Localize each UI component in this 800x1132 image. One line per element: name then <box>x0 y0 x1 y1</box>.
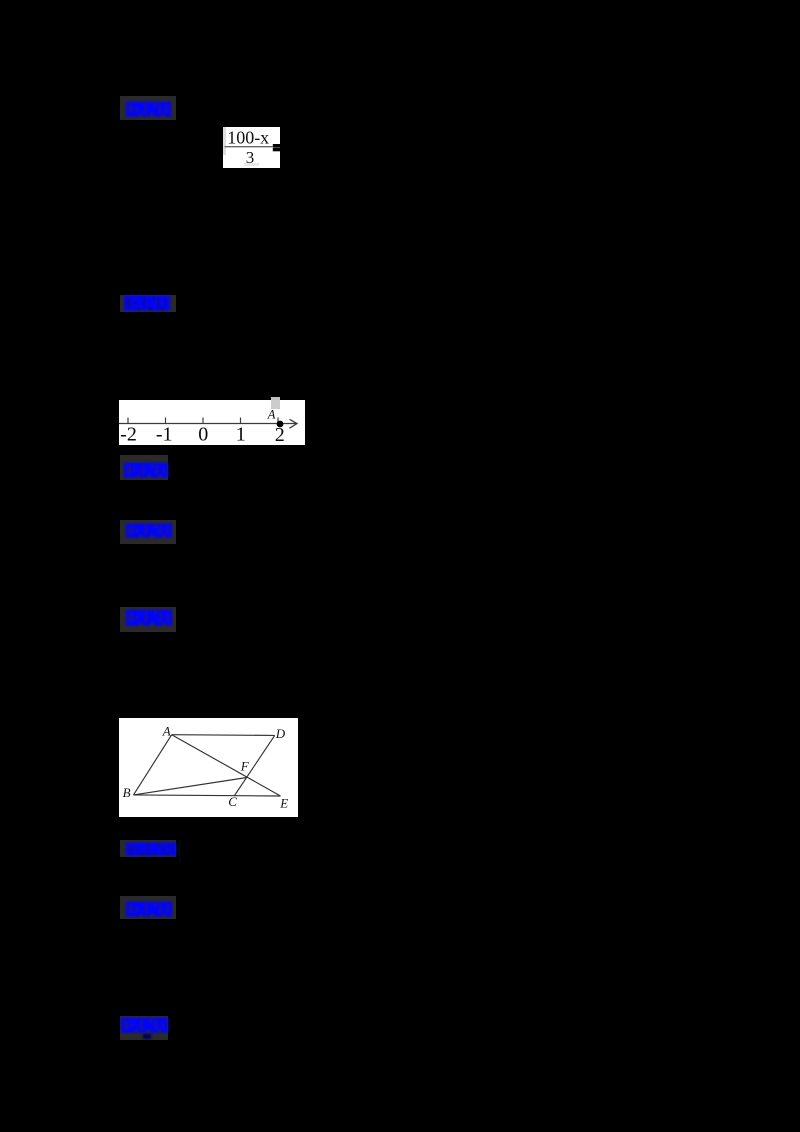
svg-text:-1: -1 <box>156 423 173 445</box>
svg-text:B: B <box>123 785 131 800</box>
svg-text:-2: -2 <box>120 423 137 445</box>
svg-text:0: 0 <box>198 424 208 445</box>
svg-text:D: D <box>275 726 286 741</box>
svg-text:C: C <box>228 794 237 809</box>
svg-text:100-x: 100-x <box>227 128 269 148</box>
svg-text:3: 3 <box>246 148 255 167</box>
svg-text:A: A <box>267 407 276 421</box>
svg-text:E: E <box>279 795 288 810</box>
svg-text:F: F <box>240 758 250 773</box>
svg-text:1: 1 <box>236 424 246 445</box>
svg-text:A: A <box>162 723 171 738</box>
svg-text:2: 2 <box>275 424 285 445</box>
